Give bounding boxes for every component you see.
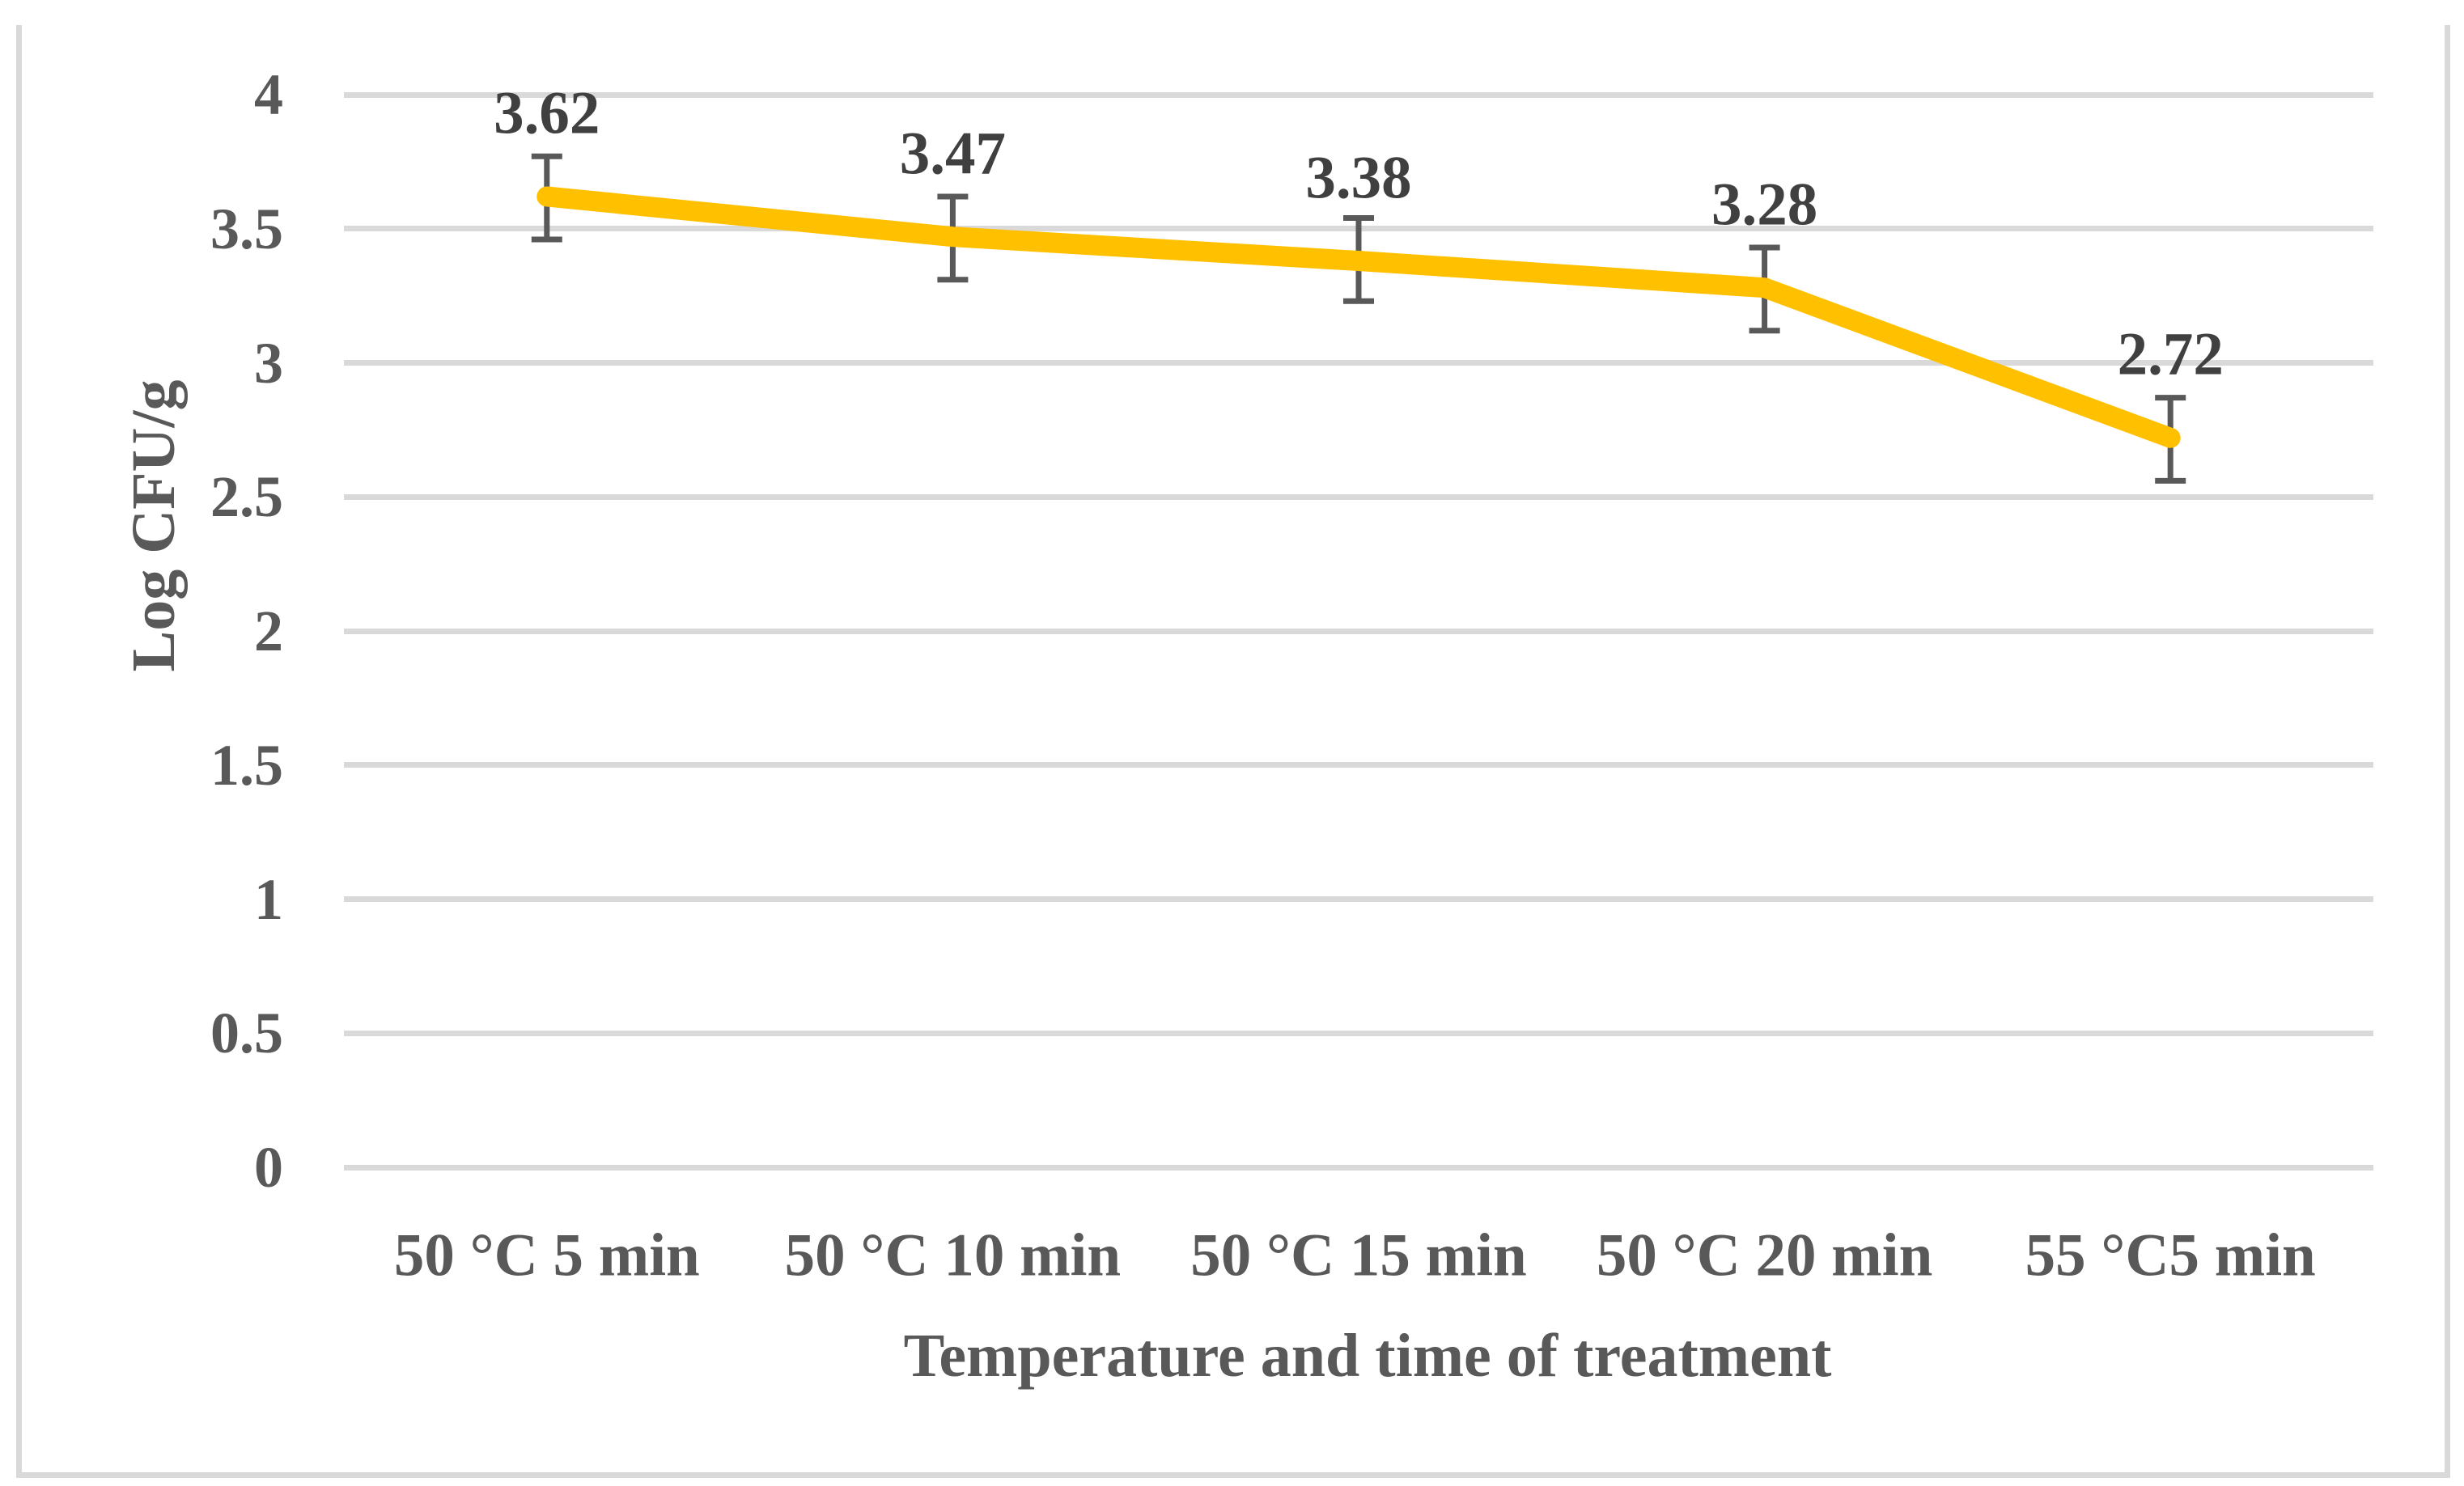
data-label: 3.47 (899, 120, 1007, 188)
data-label: 3.62 (494, 79, 600, 147)
y-tick-label: 4 (254, 62, 283, 127)
y-tick-label: 1 (254, 866, 283, 932)
x-category-label: 50 °C 20 min (1596, 1221, 1933, 1289)
y-axis-title: Log CFU/g (120, 379, 188, 672)
gridline (344, 896, 2373, 902)
x-category-label: 50 °C 5 min (393, 1221, 700, 1289)
data-label: 3.38 (1305, 144, 1412, 212)
y-tick-label: 1.5 (210, 732, 283, 798)
gridline (344, 762, 2373, 768)
figure-border-right (2445, 25, 2450, 1478)
data-label: 3.28 (1711, 171, 1818, 239)
gridline (344, 91, 2373, 98)
series-line (536, 186, 2181, 448)
figure-border-left (16, 25, 22, 1478)
y-tick-label: 3.5 (210, 196, 283, 261)
data-label: 2.72 (2117, 320, 2224, 388)
gridline (344, 1164, 2373, 1171)
y-tick-label: 0.5 (210, 1001, 283, 1066)
gridline (344, 1030, 2373, 1036)
x-category-label: 50 °C 10 min (784, 1221, 1122, 1289)
y-tick-label: 2 (254, 599, 283, 663)
gridline (344, 628, 2373, 634)
y-tick-label: 3 (254, 330, 283, 396)
figure-border-bottom (16, 1472, 2450, 1478)
gridline (344, 360, 2373, 366)
y-tick-label: 2.5 (210, 464, 283, 530)
y-tick-label: 0 (254, 1135, 283, 1200)
gridline (344, 493, 2373, 500)
x-category-label: 50 °C 15 min (1190, 1221, 1527, 1289)
x-category-label: 55 °C5 min (2025, 1221, 2316, 1289)
x-axis-title: Temperature and time of treatment (903, 1322, 1832, 1390)
